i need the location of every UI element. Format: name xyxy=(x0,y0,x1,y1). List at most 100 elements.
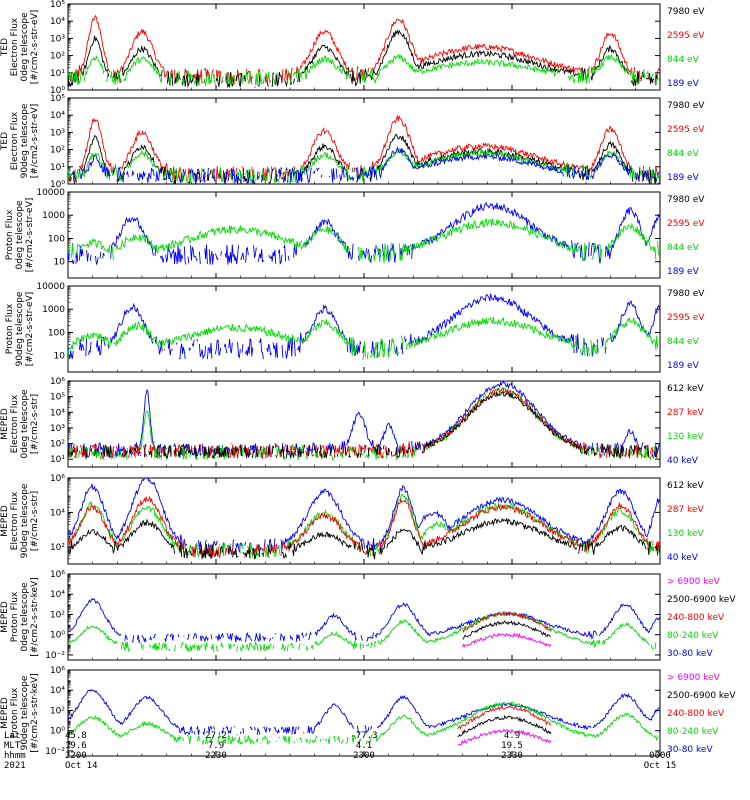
series-line xyxy=(68,201,660,266)
y-tick-label: 1000 xyxy=(42,305,65,315)
y-axis-label: Proton Flux xyxy=(10,687,20,738)
x-row-value: 0000 xyxy=(649,751,671,761)
legend-entry: 30-80 keV xyxy=(667,745,713,755)
legend-entry: 189 eV xyxy=(667,267,700,277)
series-line xyxy=(457,728,552,746)
panel-frame xyxy=(67,97,661,185)
legend-entry: > 6900 keV xyxy=(667,577,721,587)
legend-entry: 7980 eV xyxy=(667,195,705,205)
y-tick-label: 10² xyxy=(50,706,65,716)
y-tick-label: 10000 xyxy=(36,282,65,292)
y-axis-label: Proton Flux xyxy=(5,303,15,354)
x-row-value: 2300 xyxy=(353,751,375,761)
y-axis-label: 90deg telescope xyxy=(20,103,30,178)
y-tick-label: 10⁶ xyxy=(50,377,65,387)
series-group xyxy=(68,293,659,361)
legend-entry: 844 eV xyxy=(667,149,700,159)
y-axis-label: MEPED xyxy=(0,601,10,633)
legend-entry: 130 keV xyxy=(667,432,704,442)
y-tick-label: 10¹ xyxy=(50,163,65,173)
legend-entry: 844 eV xyxy=(667,55,700,65)
y-tick-label: 10⁴ xyxy=(50,408,65,418)
y-axis-label: [#/cm2-s-str-eV] xyxy=(30,10,40,85)
x-row-value: 19.5 xyxy=(501,741,523,751)
legend-entry: 2595 eV xyxy=(667,125,705,135)
y-axis-label: [#/cm2-s-str-eV] xyxy=(25,292,35,367)
x-row-value: 19.6 xyxy=(65,741,87,751)
legend-entry: 240-800 keV xyxy=(667,613,725,623)
series-group xyxy=(68,478,660,560)
legend-entry: 189 eV xyxy=(667,361,700,371)
series-line xyxy=(457,705,552,730)
series-line xyxy=(68,689,660,736)
legend-entry: 40 keV xyxy=(667,456,699,466)
legend-entry: > 6900 keV xyxy=(667,673,721,683)
y-axis-label: 0deg telescope xyxy=(20,582,30,652)
y-axis-label: 0deg telescope xyxy=(15,200,25,270)
y-tick-label: 10² xyxy=(50,52,65,62)
y-axis-label: MEPED xyxy=(0,408,10,440)
y-tick-label: 10000 xyxy=(36,188,65,198)
y-axis-label: 90deg telescope xyxy=(15,291,25,366)
y-axis-label: Electron Flux xyxy=(10,111,20,170)
x-row-value: 27.2 xyxy=(205,731,227,741)
x-row-value: 4.9 xyxy=(504,731,520,741)
y-axis-label: MEPED xyxy=(0,697,10,729)
series-group xyxy=(68,597,659,652)
x-row-value: -77.3 xyxy=(350,731,377,741)
legend-entry: 612 keV xyxy=(667,384,704,394)
panel-5: 10¹ 10² 10³ 10⁴ 10⁵ 10⁶ MEPED Electron Flux 0deg… xyxy=(0,377,704,468)
y-tick-label: 10³ xyxy=(50,34,65,44)
x-row-name: 2021 xyxy=(4,761,26,771)
y-tick-label: 10 xyxy=(54,258,66,268)
series-line xyxy=(457,714,552,738)
series-line xyxy=(69,518,660,559)
y-axis-label: Electron Flux xyxy=(10,394,20,453)
y-tick-label: 10³ xyxy=(50,128,65,138)
y-tick-label: 100 xyxy=(48,234,65,244)
x-row-value: 7.9 xyxy=(208,741,224,751)
y-tick-label: 10⁰ xyxy=(50,86,65,96)
series-line xyxy=(68,146,660,184)
x-row-value: 2200 xyxy=(65,751,87,761)
y-tick-label: 10² xyxy=(50,543,65,553)
y-axis-label: [#/cm2-s-str-eV] xyxy=(30,104,40,179)
y-tick-label: 10⁰ xyxy=(50,180,65,190)
legend-entry: 2595 eV xyxy=(667,31,705,41)
y-tick-label: 10⁴ xyxy=(50,590,65,600)
y-axis-label: Electron Flux xyxy=(10,491,20,550)
y-axis-label: Electron Flux xyxy=(10,17,20,76)
series-line xyxy=(68,147,660,184)
y-axis-label: Proton Flux xyxy=(5,209,15,260)
legend-entry: 2500-6900 keV xyxy=(667,595,736,605)
y-axis-label: [#/cm2-s-str-keV] xyxy=(30,673,40,752)
panel-7: 10⁻² 10⁰ 10² 10⁴ 10⁶ MEPED Proton Flux 0deg tel… xyxy=(0,570,736,661)
x-row-name: MLT xyxy=(4,741,21,751)
panel-1: 10⁰ 10¹ 10² 10³ 10⁴ 10⁵ TED Electron Flux 0deg t… xyxy=(0,0,705,96)
y-tick-label: 10 xyxy=(54,352,66,362)
y-axis-label: 90deg telescope xyxy=(20,675,30,750)
legend-entry: 2595 eV xyxy=(667,219,705,229)
legend-entry: 80-240 keV xyxy=(667,631,719,641)
legend-entry: 844 eV xyxy=(667,337,700,347)
legend-entry: 612 keV xyxy=(667,481,704,491)
x-row-value: 4.1 xyxy=(356,741,372,751)
y-tick-label: 10⁵ xyxy=(50,0,65,10)
y-tick-label: 10⁴ xyxy=(50,111,65,121)
legend-entry: 30-80 keV xyxy=(667,649,713,659)
series-line xyxy=(68,493,660,560)
legend-entry: 130 keV xyxy=(667,529,704,539)
series-line xyxy=(68,496,660,558)
y-tick-label: 10⁶ xyxy=(50,666,65,676)
y-tick-label: 10⁵ xyxy=(50,393,65,403)
y-axis-label: [#/cm2-s-str-keV] xyxy=(30,577,40,656)
y-tick-label: 10¹ xyxy=(50,69,65,79)
y-tick-label: 100 xyxy=(48,328,65,338)
y-axis-label: Proton Flux xyxy=(10,591,20,642)
panel-frame xyxy=(67,285,661,373)
x-row-value: 45.8 xyxy=(65,731,87,741)
y-axis-label: 90deg telescope xyxy=(20,483,30,558)
x-row-value: Oct 15 xyxy=(644,761,677,771)
panel-4: 10 100 1000 10000 Proton Flux 90deg telescope… xyxy=(5,282,705,373)
